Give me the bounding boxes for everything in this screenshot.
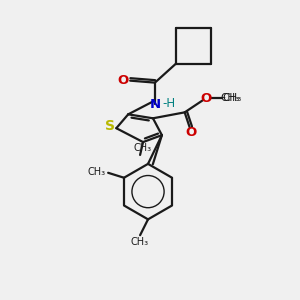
Text: -H: -H	[162, 97, 176, 110]
Text: O: O	[185, 126, 196, 139]
Text: N: N	[149, 98, 161, 111]
Text: CH₃: CH₃	[223, 94, 242, 103]
Text: O: O	[118, 74, 129, 87]
Text: S: S	[105, 119, 116, 133]
Text: CH₃: CH₃	[130, 237, 148, 247]
Text: O: O	[201, 92, 212, 105]
Text: —: —	[215, 92, 225, 103]
Text: CH₃: CH₃	[220, 94, 240, 103]
Text: CH₃: CH₃	[133, 143, 151, 153]
Text: CH₃: CH₃	[87, 167, 105, 177]
